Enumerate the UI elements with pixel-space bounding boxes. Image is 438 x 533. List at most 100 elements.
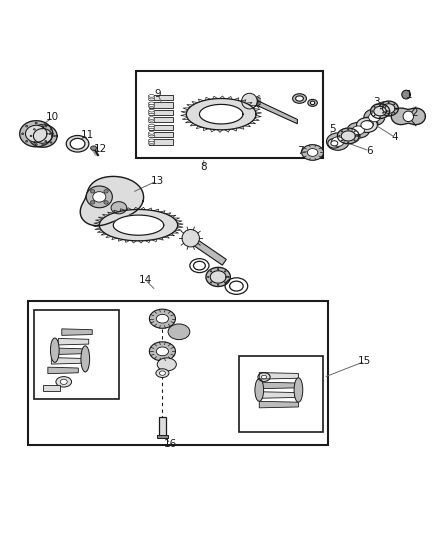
Ellipse shape: [157, 358, 177, 371]
Ellipse shape: [148, 98, 155, 101]
Polygon shape: [259, 401, 298, 408]
Polygon shape: [341, 131, 355, 141]
Ellipse shape: [148, 124, 155, 127]
Ellipse shape: [326, 133, 349, 150]
Ellipse shape: [354, 131, 355, 132]
Ellipse shape: [182, 230, 199, 247]
Ellipse shape: [148, 109, 155, 112]
Ellipse shape: [149, 309, 176, 328]
Ellipse shape: [302, 144, 323, 160]
Text: 11: 11: [81, 130, 94, 140]
Ellipse shape: [104, 200, 108, 204]
Ellipse shape: [381, 105, 391, 113]
Polygon shape: [374, 106, 386, 116]
Ellipse shape: [403, 111, 413, 122]
Ellipse shape: [194, 261, 205, 270]
Bar: [149, 102, 173, 108]
Polygon shape: [20, 120, 53, 147]
Ellipse shape: [168, 324, 190, 340]
Text: 5: 5: [329, 124, 336, 134]
Ellipse shape: [30, 135, 32, 136]
Ellipse shape: [81, 346, 90, 372]
Text: 15: 15: [358, 357, 371, 366]
Polygon shape: [259, 373, 298, 379]
Ellipse shape: [224, 282, 226, 283]
Ellipse shape: [149, 342, 176, 361]
Ellipse shape: [148, 126, 155, 128]
Ellipse shape: [227, 277, 229, 278]
Ellipse shape: [86, 186, 113, 208]
Ellipse shape: [208, 277, 209, 278]
Ellipse shape: [347, 123, 370, 138]
Polygon shape: [58, 338, 89, 345]
Ellipse shape: [344, 132, 355, 140]
Ellipse shape: [352, 126, 364, 135]
Bar: [157, 435, 168, 438]
Ellipse shape: [26, 141, 28, 142]
Ellipse shape: [385, 115, 386, 116]
Ellipse shape: [339, 135, 340, 136]
Bar: [149, 132, 173, 137]
Ellipse shape: [230, 281, 243, 291]
Polygon shape: [188, 236, 226, 265]
Ellipse shape: [363, 120, 374, 128]
Ellipse shape: [50, 128, 52, 130]
Polygon shape: [199, 104, 243, 124]
Polygon shape: [186, 99, 256, 130]
Text: 1: 1: [406, 90, 412, 100]
Ellipse shape: [35, 122, 37, 124]
Ellipse shape: [331, 141, 338, 146]
Bar: [136, 71, 323, 158]
Ellipse shape: [261, 375, 267, 379]
Polygon shape: [48, 367, 78, 374]
Text: 6: 6: [366, 146, 372, 156]
Text: 12: 12: [94, 144, 107, 154]
Ellipse shape: [66, 135, 89, 152]
Text: 10: 10: [46, 112, 59, 122]
Ellipse shape: [217, 269, 219, 270]
Ellipse shape: [242, 93, 257, 109]
Polygon shape: [206, 268, 230, 287]
Ellipse shape: [34, 128, 35, 130]
FancyArrowPatch shape: [410, 109, 414, 114]
Ellipse shape: [148, 113, 155, 116]
Ellipse shape: [148, 120, 155, 123]
Ellipse shape: [364, 109, 385, 125]
Ellipse shape: [148, 96, 155, 99]
Polygon shape: [80, 176, 144, 225]
Ellipse shape: [394, 112, 395, 113]
Polygon shape: [371, 104, 390, 118]
Ellipse shape: [148, 135, 155, 138]
Ellipse shape: [148, 102, 155, 104]
Polygon shape: [379, 101, 398, 116]
Polygon shape: [337, 128, 359, 144]
Ellipse shape: [90, 190, 95, 193]
Ellipse shape: [341, 140, 343, 141]
Ellipse shape: [93, 192, 106, 202]
Ellipse shape: [332, 137, 344, 147]
Text: 4: 4: [392, 132, 398, 142]
Polygon shape: [113, 215, 164, 235]
Ellipse shape: [45, 125, 47, 127]
Text: 8: 8: [201, 162, 207, 172]
Ellipse shape: [402, 90, 410, 99]
Polygon shape: [99, 209, 178, 241]
Polygon shape: [25, 125, 47, 142]
Ellipse shape: [376, 102, 395, 116]
Ellipse shape: [348, 129, 349, 130]
Polygon shape: [33, 128, 52, 143]
Ellipse shape: [42, 144, 44, 146]
Ellipse shape: [148, 104, 155, 107]
Ellipse shape: [307, 149, 318, 156]
Ellipse shape: [111, 201, 127, 214]
Ellipse shape: [148, 141, 155, 143]
Ellipse shape: [388, 114, 389, 115]
Ellipse shape: [217, 284, 219, 285]
Ellipse shape: [354, 140, 355, 141]
Bar: [239, 356, 323, 432]
Ellipse shape: [210, 282, 212, 283]
Ellipse shape: [90, 200, 95, 204]
Polygon shape: [259, 382, 298, 389]
Ellipse shape: [383, 112, 384, 113]
Ellipse shape: [148, 128, 155, 130]
